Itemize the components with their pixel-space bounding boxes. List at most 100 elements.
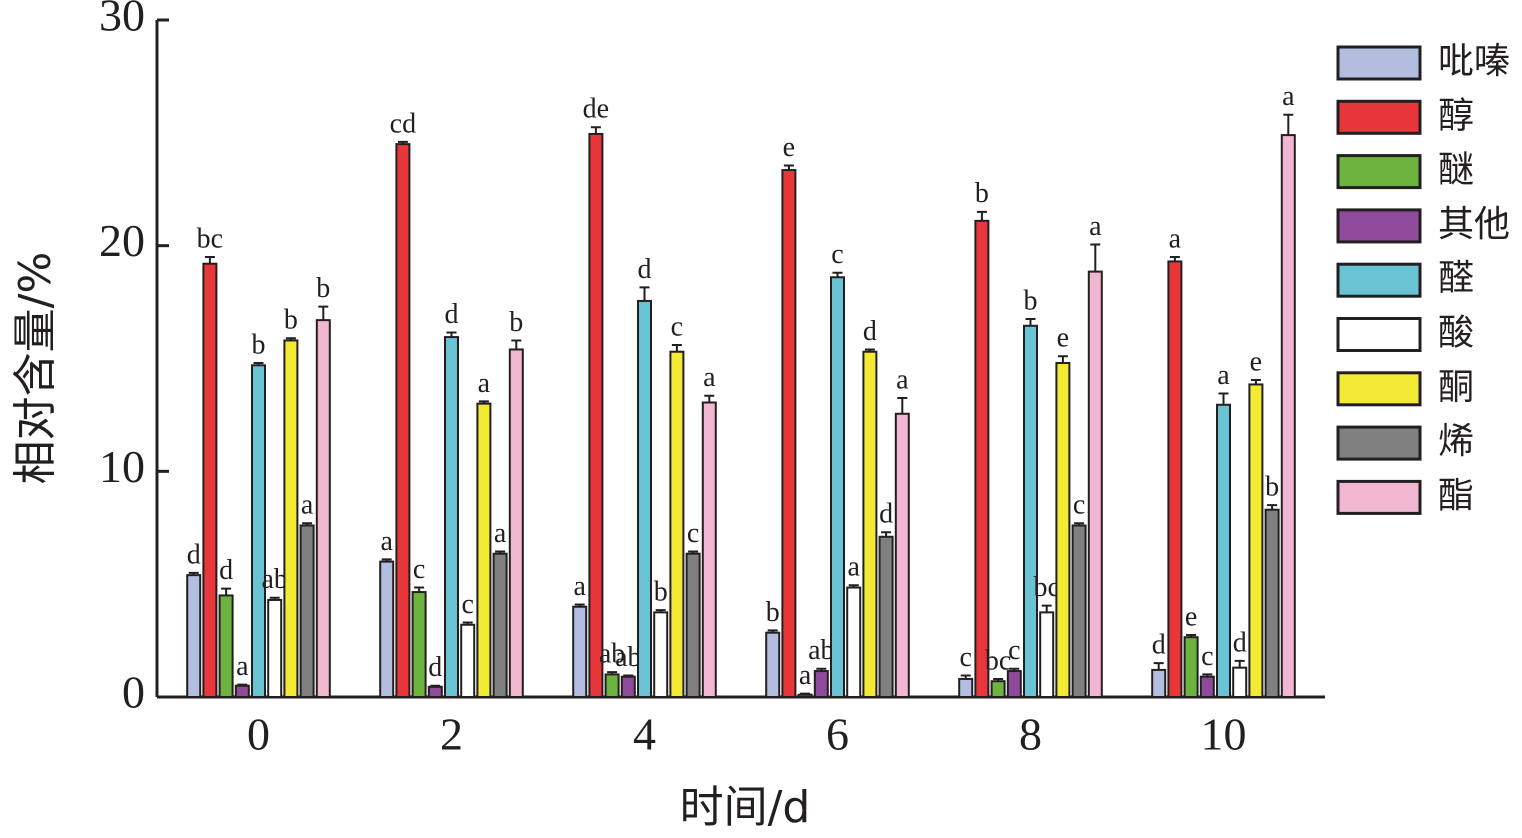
error-bar (688, 550, 699, 554)
error-bar (1090, 243, 1101, 272)
bar (637, 299, 652, 698)
bar (588, 132, 604, 698)
legend-label: 酸 (1438, 313, 1474, 354)
error-bar (285, 337, 296, 341)
error-bar (269, 596, 280, 600)
bar (1006, 670, 1022, 699)
significance-label: d (445, 299, 459, 330)
bar (797, 693, 813, 699)
bar (1151, 668, 1167, 698)
error-bar (623, 674, 634, 677)
legend-swatch (1336, 425, 1422, 461)
error-bar (462, 621, 473, 625)
legend-swatch (1336, 99, 1422, 135)
error-bar (1250, 378, 1261, 385)
significance-label: c (1008, 635, 1020, 666)
y-tick-label: 0 (122, 667, 145, 718)
bar (1167, 260, 1183, 698)
bar (1199, 675, 1215, 699)
bar (701, 401, 717, 698)
error-bar (816, 667, 827, 672)
error-bar (590, 126, 601, 134)
significance-label: b (654, 577, 668, 608)
legend-label: 醇 (1438, 95, 1474, 136)
x-tick-label: 4 (633, 709, 656, 760)
significance-label: bc (197, 223, 223, 254)
significance-label: a (478, 368, 491, 399)
significance-label: a (573, 571, 586, 602)
significance-label: b (284, 305, 298, 336)
error-bar (704, 394, 715, 403)
bar (267, 598, 283, 698)
error-bar (414, 586, 425, 593)
error-bar (671, 343, 682, 352)
significance-label: c (959, 642, 971, 673)
significance-label: b (509, 307, 523, 338)
legend-swatch (1336, 371, 1422, 407)
error-bar (848, 584, 859, 588)
significance-label: a (799, 660, 812, 691)
bar (299, 524, 315, 699)
significance-label: a (847, 552, 860, 583)
error-bar (1169, 255, 1180, 262)
x-tick-label: 0 (247, 709, 270, 760)
error-bar (897, 396, 908, 414)
error-bar (478, 400, 489, 404)
bar (476, 402, 492, 698)
bar (878, 535, 894, 698)
error-bar (1153, 662, 1164, 670)
bar (186, 574, 202, 699)
significance-label: c (831, 239, 843, 270)
error-bar (607, 671, 618, 675)
significance-label: c (687, 518, 699, 549)
significance-label: de (583, 94, 609, 125)
significance-label: c (1201, 641, 1213, 672)
bar (1023, 324, 1038, 698)
significance-label: a (1169, 223, 1182, 254)
error-bar (237, 683, 248, 686)
x-tick-label: 2 (440, 709, 463, 760)
bar (1280, 134, 1296, 698)
bar (781, 169, 797, 698)
bar (444, 336, 459, 698)
bar (958, 677, 974, 698)
error-bar (1074, 522, 1085, 526)
error-bar (864, 348, 875, 352)
x-tick-label: 6 (826, 709, 849, 760)
significance-label: c (461, 589, 473, 620)
bar (1232, 666, 1248, 698)
bar (894, 412, 910, 698)
error-bar (639, 286, 650, 301)
bar (1183, 636, 1199, 698)
error-bar (446, 331, 457, 338)
legend-label: 烯 (1438, 421, 1474, 462)
bar (813, 670, 829, 699)
significance-label: d (428, 652, 442, 683)
legend-label: 其他 (1438, 204, 1510, 245)
significance-label: c (1073, 490, 1085, 521)
bar (395, 143, 411, 699)
bar (202, 262, 218, 698)
bar (283, 339, 299, 698)
error-bar (1218, 392, 1229, 405)
bar (604, 673, 620, 699)
error-bar (655, 609, 666, 613)
error-bar (253, 362, 264, 366)
legend-swatch (1336, 154, 1422, 190)
legend-swatch (1336, 45, 1422, 81)
significance-label: b (252, 329, 266, 360)
error-bar (397, 140, 408, 145)
bar (1216, 403, 1231, 698)
significance-label: b (975, 178, 989, 209)
error-bar (800, 692, 811, 695)
y-axis-title: 相对含量/% (10, 252, 61, 485)
significance-label: a (896, 364, 909, 395)
bar (620, 675, 636, 699)
bar (234, 684, 250, 699)
y-tick-label: 30 (99, 0, 145, 41)
bar (653, 611, 669, 698)
error-bar (1009, 667, 1020, 672)
legend-label: 醚 (1438, 150, 1474, 191)
bar (862, 350, 878, 698)
error-bar (221, 587, 232, 596)
